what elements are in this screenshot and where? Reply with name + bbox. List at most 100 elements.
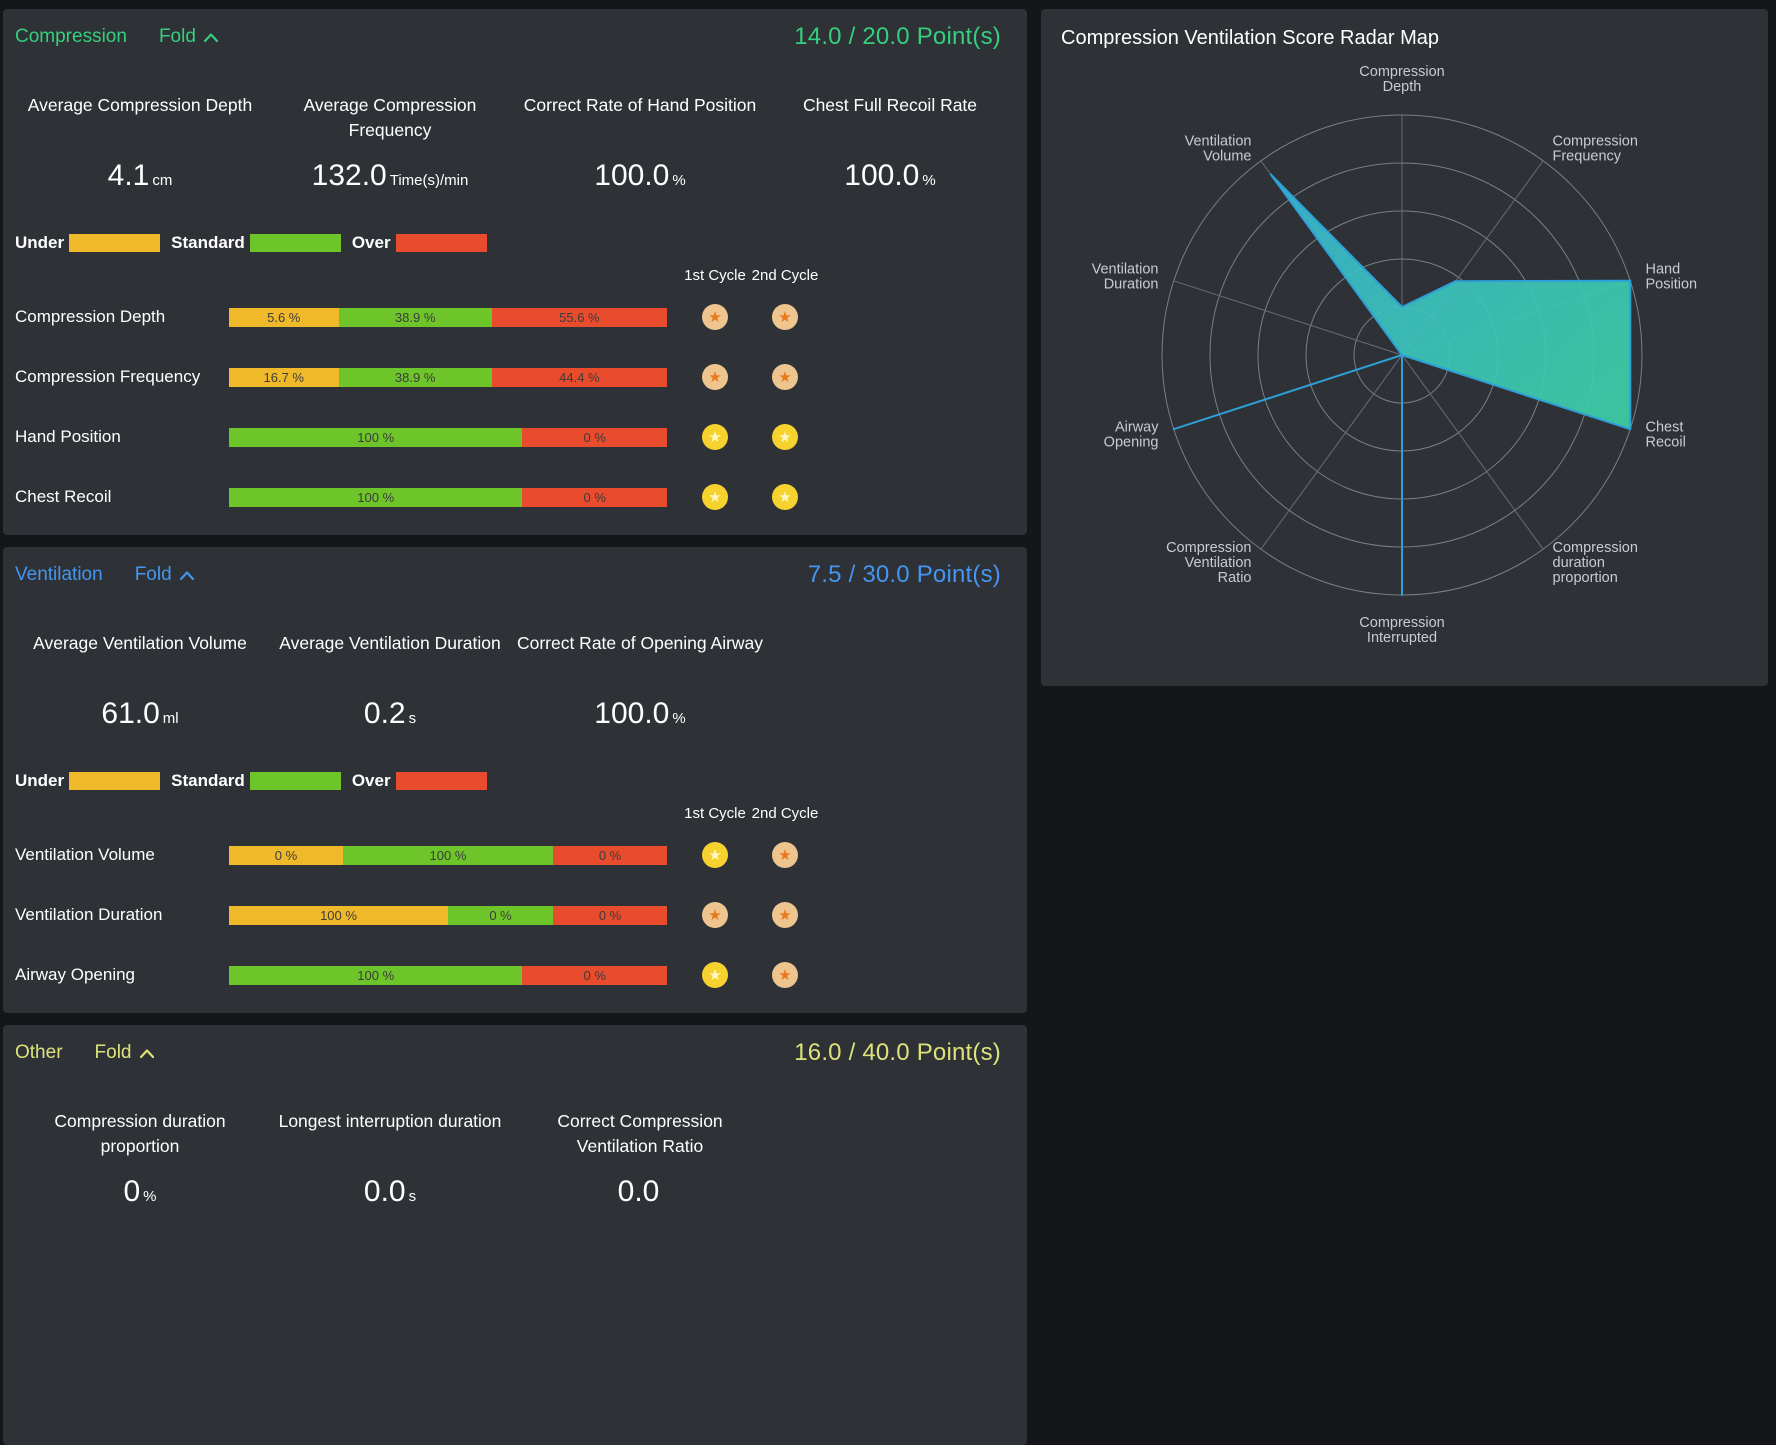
star-icon: ★ (708, 368, 722, 386)
radar-title: Compression Ventilation Score Radar Map (1061, 27, 1439, 49)
legend-under-swatch (69, 234, 161, 252)
ventilation-points: 7.5 / 30.0 Point(s) (807, 561, 1001, 588)
stat-label: Average Compression Depth (27, 95, 253, 115)
stat-compression-duration-proportion: Compression duration proportion 0% (15, 1109, 265, 1209)
stat-chest-full-recoil-rate: Chest Full Recoil Rate 100.0% (765, 93, 1015, 193)
stacked-bar: 100 % 0 % (229, 965, 667, 985)
bar-segment-over: 0 % (522, 427, 667, 447)
stat-unit: % (922, 172, 936, 189)
right-column: Compression Ventilation Score Radar Map … (1041, 9, 1768, 1445)
bar-segment-under: 100 % (229, 905, 448, 925)
bar-segment-over: 0 % (522, 487, 667, 507)
bar-segment-label: 100 % (320, 907, 357, 923)
radar-axis-label: Compression Ventilation Ratio (1166, 540, 1251, 586)
fold-label: Fold (158, 26, 196, 47)
bar-segment-label: 5.6 % (267, 309, 301, 325)
star-cell-1st-cycle: ★ (680, 842, 750, 868)
star-cell-1st-cycle: ★ (680, 364, 750, 390)
bar-segment-label: 44.4 % (559, 369, 600, 385)
stat-number: 0 (123, 1175, 141, 1208)
row-compression-depth: Compression Depth 5.6 % 38.9 % 55.6 % ★ … (15, 287, 1001, 347)
stat-value: 0.0 s (265, 1175, 515, 1209)
compression-panel-title: Compression (15, 26, 127, 47)
star-cell-2nd-cycle: ★ (750, 424, 820, 450)
stat-correct-rate-opening-airway: Correct Rate of Opening Airway 100.0% (515, 631, 765, 731)
row-label: Ventilation Duration (15, 905, 163, 924)
stat-value: 0% (15, 1175, 265, 1209)
legend-over-swatch (395, 772, 487, 790)
row-label: Hand Position (15, 427, 121, 446)
stat-unit: Time(s)/min (389, 172, 469, 189)
compression-fold-button[interactable]: Fold (159, 26, 219, 48)
stat-empty (765, 631, 1015, 731)
radar-axis-label: Hand Position (1646, 261, 1698, 292)
row-label: Airway Opening (15, 965, 136, 984)
stat-value: 0.0 (515, 1175, 765, 1209)
bar-segment-standard: 100 % (229, 427, 523, 447)
stat-empty (765, 1109, 1015, 1209)
cycle-header: 1st Cycle 2nd Cycle (680, 805, 1001, 825)
row-ventilation-volume: Ventilation Volume 0 % 100 % 0 % ★ ★ (15, 825, 1001, 885)
chevron-up-icon (179, 570, 194, 580)
ventilation-fold-button[interactable]: Fold (135, 564, 195, 586)
stat-number: 100.0 (594, 697, 670, 730)
bar-segment-label: 38.9 % (394, 309, 436, 325)
medal-badge: ★ (772, 364, 798, 390)
bar-segment-label: 0 % (489, 907, 512, 923)
stat-number: 61.0 (101, 697, 160, 730)
bar-segment-label: 38.9 % (394, 369, 436, 385)
star-icon: ★ (778, 428, 792, 446)
second-cycle-label: 2nd Cycle (751, 267, 819, 284)
stat-average-ventilation-duration: Average Ventilation Duration 0.2 s (265, 631, 515, 731)
legend-over-label: Over (351, 771, 391, 790)
medal-badge: ★ (772, 484, 798, 510)
stat-number: 100.0 (594, 159, 670, 192)
chevron-up-icon (139, 1048, 154, 1058)
medal-badge: ★ (702, 902, 728, 928)
cycle-header: 1st Cycle 2nd Cycle (680, 267, 1001, 287)
star-icon: ★ (708, 428, 722, 446)
bar-segment-over: 55.6 % (491, 307, 667, 327)
star-cell-2nd-cycle: ★ (750, 364, 820, 390)
medal-badge: ★ (772, 424, 798, 450)
star-icon: ★ (778, 846, 792, 864)
stat-number: 0.0 (617, 1175, 660, 1208)
row-hand-position: Hand Position 100 % 0 % ★ ★ (15, 407, 1001, 467)
star-icon: ★ (708, 906, 722, 924)
left-column: Compression Fold 14.0 / 20.0 Point(s) Av… (3, 9, 1027, 1445)
stat-label: Chest Full Recoil Rate (802, 95, 978, 115)
chevron-up-icon (203, 32, 219, 42)
row-label: Chest Recoil (15, 487, 112, 506)
medal-badge: ★ (702, 484, 728, 510)
medal-badge: ★ (702, 364, 728, 390)
stacked-bar: 100 % 0 % 0 % (229, 905, 667, 925)
star-icon: ★ (778, 966, 792, 984)
first-cycle-label: 1st Cycle (684, 805, 746, 822)
stat-label: Average Ventilation Duration (279, 633, 501, 653)
stat-longest-interruption-duration: Longest interruption duration 0.0 s (265, 1109, 515, 1209)
compression-panel: Compression Fold 14.0 / 20.0 Point(s) Av… (3, 9, 1027, 535)
legend-over-label: Over (351, 233, 391, 252)
row-airway-opening: Airway Opening 100 % 0 % ★ ★ (15, 945, 1001, 1005)
bar-segment-label: 0 % (274, 847, 298, 863)
fold-label: Fold (94, 1042, 132, 1063)
other-fold-button[interactable]: Fold (95, 1042, 155, 1064)
fold-label: Fold (134, 564, 172, 585)
stat-average-compression-depth: Average Compression Depth 4.1 cm (15, 93, 265, 193)
stat-average-ventilation-volume: Average Ventilation Volume 61.0 ml (15, 631, 265, 731)
stat-value: 4.1 cm (15, 159, 265, 193)
star-cell-2nd-cycle: ★ (750, 962, 820, 988)
stat-label: Correct Rate of Hand Position (523, 95, 757, 115)
stat-unit: s (408, 1188, 417, 1205)
star-cell-1st-cycle: ★ (680, 424, 750, 450)
bar-segment-over: 0 % (553, 905, 667, 925)
star-cell-2nd-cycle: ★ (750, 484, 820, 510)
bar-segment-label: 16.7 % (263, 369, 304, 385)
row-chest-recoil: Chest Recoil 100 % 0 % ★ ★ (15, 467, 1001, 527)
medal-badge: ★ (772, 304, 798, 330)
radar-chart: Compression Depth Compression Frequency Hand… (1092, 64, 1698, 646)
star-icon: ★ (708, 846, 722, 864)
stacked-bar: 100 % 0 % (229, 427, 667, 447)
other-panel: Other Fold 16.0 / 40.0 Point(s) Compress… (3, 1025, 1027, 1445)
legend-standard-swatch (249, 234, 341, 252)
